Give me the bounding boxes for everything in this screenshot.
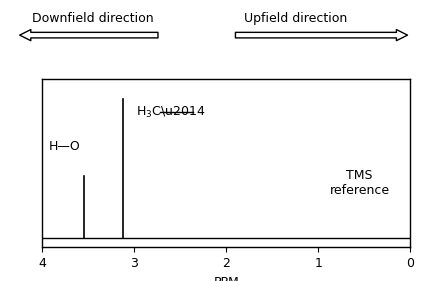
Text: H$_3$C\u2014: H$_3$C\u2014: [136, 105, 206, 120]
Text: Upfield direction: Upfield direction: [244, 12, 348, 25]
X-axis label: PPM: PPM: [214, 276, 239, 281]
Text: Downfield direction: Downfield direction: [32, 12, 154, 25]
Text: H—O: H—O: [49, 140, 80, 153]
Text: TMS
reference: TMS reference: [330, 169, 390, 197]
